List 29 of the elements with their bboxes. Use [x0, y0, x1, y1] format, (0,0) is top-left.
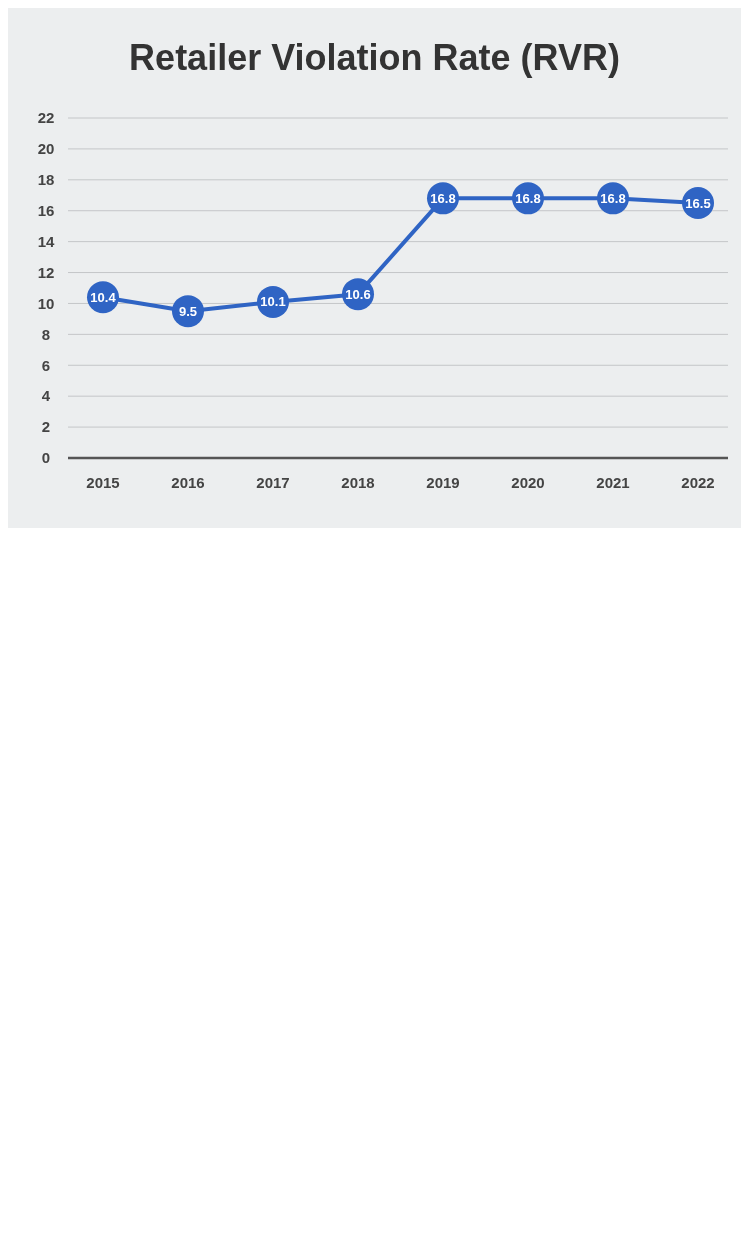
- data-label: 10.6: [345, 286, 371, 302]
- data-label: 16.8: [515, 190, 541, 206]
- x-tick-label: 2015: [86, 474, 120, 491]
- x-tick-label: 2018: [341, 474, 375, 491]
- y-tick-label: 2: [41, 418, 51, 436]
- x-tick-label: 2022: [681, 474, 715, 491]
- chart-title: Retailer Violation Rate (RVR): [129, 37, 620, 78]
- y-tick-label: 16: [37, 201, 55, 219]
- data-label: 16.8: [600, 190, 626, 206]
- data-label: 9.5: [178, 303, 198, 319]
- y-tick-label: 22: [37, 109, 55, 127]
- x-tick-label: 2016: [171, 474, 205, 491]
- y-tick-label: 12: [37, 263, 55, 281]
- y-tick-label: 6: [41, 356, 51, 374]
- y-tick-label: 4: [41, 387, 51, 405]
- y-tick-label: 8: [41, 325, 51, 343]
- y-tick-label: 20: [37, 140, 55, 158]
- y-tick-label: 0: [41, 449, 51, 467]
- y-tick-label: 10: [37, 294, 55, 312]
- data-label: 10.4: [90, 289, 117, 305]
- x-tick-label: 2017: [256, 474, 290, 491]
- data-label: 16.5: [685, 195, 711, 211]
- x-tick-label: 2019: [426, 474, 460, 491]
- y-tick-label: 14: [37, 232, 55, 250]
- x-tick-label: 2020: [511, 474, 545, 491]
- x-tick-label: 2021: [596, 474, 630, 491]
- y-tick-label: 18: [37, 171, 55, 189]
- data-label: 16.8: [430, 190, 456, 206]
- data-label: 10.1: [260, 294, 286, 310]
